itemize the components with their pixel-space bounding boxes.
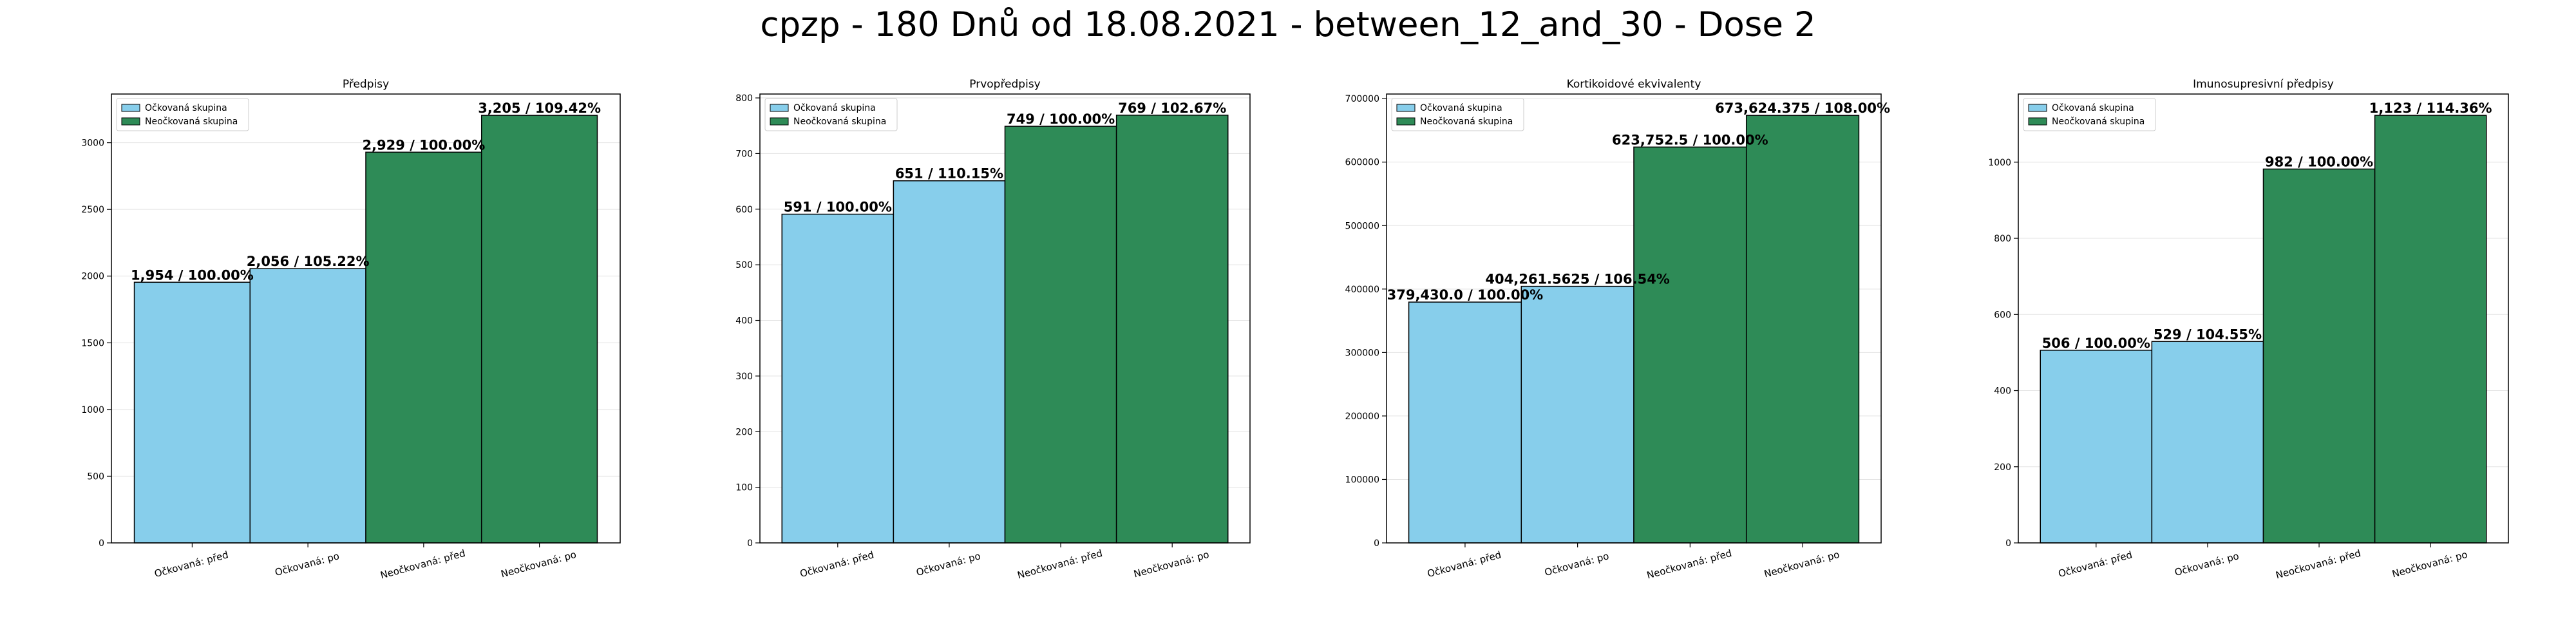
x-tick-label: Očkovaná: po: [2174, 550, 2240, 578]
y-tick-label: 100000: [1345, 475, 1379, 485]
legend-label: Neočkovaná skupina: [1420, 117, 1513, 127]
y-tick-label: 2500: [81, 205, 104, 215]
x-tick-label: Neočkovaná: před: [379, 547, 467, 582]
y-tick-label: 500: [735, 260, 753, 270]
subplot-title: Kortikoidové ekvivalenty: [1567, 78, 1701, 91]
bar: [1117, 115, 1228, 543]
y-tick-label: 100: [735, 483, 753, 493]
legend-swatch: [770, 104, 788, 111]
y-tick-label: 1500: [81, 338, 104, 348]
x-tick-label: Očkovaná: po: [1543, 550, 1610, 578]
y-tick-label: 200: [735, 427, 753, 437]
bar-value-label: 2,929 / 100.00%: [362, 137, 485, 153]
bar: [2152, 341, 2263, 543]
x-tick-label: Neočkovaná: před: [2275, 547, 2362, 582]
x-tick-label: Neočkovaná: před: [1016, 547, 1104, 582]
bar-value-label: 982 / 100.00%: [2265, 154, 2373, 169]
bar: [1634, 147, 1747, 543]
y-tick-label: 200000: [1345, 412, 1379, 422]
bar-value-label: 673,624.375 / 108.00%: [1715, 100, 1890, 116]
y-tick-label: 200: [1994, 462, 2011, 473]
legend-label: Očkovaná skupina: [1420, 103, 1502, 113]
x-tick-label: Neočkovaná: po: [500, 549, 578, 580]
bar-value-label: 404,261.5625 / 106.54%: [1485, 272, 1669, 287]
y-tick-label: 300: [735, 372, 753, 382]
legend-swatch: [1397, 118, 1415, 125]
y-tick-label: 300000: [1345, 348, 1379, 358]
legend-swatch: [2029, 118, 2047, 125]
legend-label: Neočkovaná skupina: [793, 117, 886, 127]
x-tick-label: Neočkovaná: před: [1645, 547, 1733, 582]
y-tick-label: 0: [2005, 538, 2011, 549]
x-tick-label: Očkovaná: po: [274, 550, 341, 578]
bar: [1409, 302, 1522, 543]
bar-value-label: 623,752.5 / 100.00%: [1612, 132, 1768, 147]
legend-label: Očkovaná skupina: [145, 103, 227, 113]
x-tick-label: Neočkovaná: po: [1763, 549, 1841, 580]
y-tick-label: 400: [1994, 386, 2011, 397]
x-tick-label: Očkovaná: před: [1426, 549, 1502, 580]
x-tick-label: Očkovaná: před: [153, 549, 230, 580]
subplot-title: Prvopředpisy: [969, 78, 1041, 91]
bar-value-label: 3,205 / 109.42%: [478, 100, 601, 116]
y-tick-label: 400: [735, 316, 753, 327]
bar-value-label: 749 / 100.00%: [1007, 111, 1115, 127]
legend-label: Neočkovaná skupina: [145, 117, 238, 127]
bar: [2375, 115, 2486, 543]
bar-value-label: 1,123 / 114.36%: [2369, 100, 2492, 116]
bar-value-label: 591 / 100.00%: [784, 200, 892, 215]
y-tick-label: 500000: [1345, 221, 1379, 231]
bar-value-label: 506 / 100.00%: [2042, 336, 2150, 351]
bar: [2264, 169, 2375, 543]
y-tick-label: 0: [747, 538, 753, 549]
y-tick-label: 800: [735, 93, 753, 104]
y-tick-label: 1000: [1988, 158, 2011, 168]
y-tick-label: 700: [735, 149, 753, 159]
legend-swatch: [1397, 104, 1415, 111]
bar-value-label: 769 / 102.67%: [1118, 100, 1226, 116]
legend-label: Očkovaná skupina: [793, 103, 876, 113]
x-tick-label: Neočkovaná: po: [1132, 549, 1210, 580]
bar: [482, 115, 598, 543]
x-tick-label: Očkovaná: před: [799, 549, 875, 580]
subplot-title: Imunosupresivní předpisy: [2193, 78, 2334, 91]
subplot-title: Předpisy: [343, 78, 389, 91]
y-tick-label: 400000: [1345, 285, 1379, 295]
x-tick-label: Neočkovaná: po: [2391, 549, 2468, 580]
y-tick-label: 600000: [1345, 158, 1379, 168]
y-tick-label: 0: [1374, 538, 1379, 549]
legend-swatch: [2029, 104, 2047, 111]
y-tick-label: 2000: [81, 272, 104, 282]
legend-label: Očkovaná skupina: [2052, 103, 2134, 113]
y-tick-label: 500: [87, 471, 104, 482]
bar-value-label: 2,056 / 105.22%: [247, 254, 370, 269]
bar-value-label: 651 / 110.15%: [895, 166, 1003, 182]
bar-value-label: 379,430.0 / 100.00%: [1387, 287, 1544, 303]
bar: [366, 152, 482, 543]
bar: [135, 282, 251, 543]
y-tick-label: 600: [1994, 310, 2011, 320]
bar: [250, 269, 366, 543]
bar: [2040, 350, 2152, 543]
x-tick-label: Očkovaná: po: [915, 550, 982, 578]
legend-swatch: [122, 104, 140, 111]
bar: [782, 214, 893, 543]
y-tick-label: 0: [99, 538, 104, 549]
y-tick-label: 700000: [1345, 94, 1379, 104]
y-tick-label: 1000: [81, 405, 104, 415]
bar-value-label: 1,954 / 100.00%: [131, 267, 254, 283]
y-tick-label: 800: [1994, 234, 2011, 244]
y-tick-label: 3000: [81, 138, 104, 149]
x-tick-label: Očkovaná: před: [2057, 549, 2134, 580]
legend-swatch: [770, 118, 788, 125]
bar: [1005, 126, 1117, 543]
legend-label: Neočkovaná skupina: [2052, 117, 2145, 127]
bar: [1521, 287, 1634, 543]
bar: [893, 181, 1005, 543]
legend-swatch: [122, 118, 140, 125]
bar: [1747, 115, 1859, 543]
bar-value-label: 529 / 104.55%: [2154, 327, 2262, 342]
y-tick-label: 600: [735, 205, 753, 215]
